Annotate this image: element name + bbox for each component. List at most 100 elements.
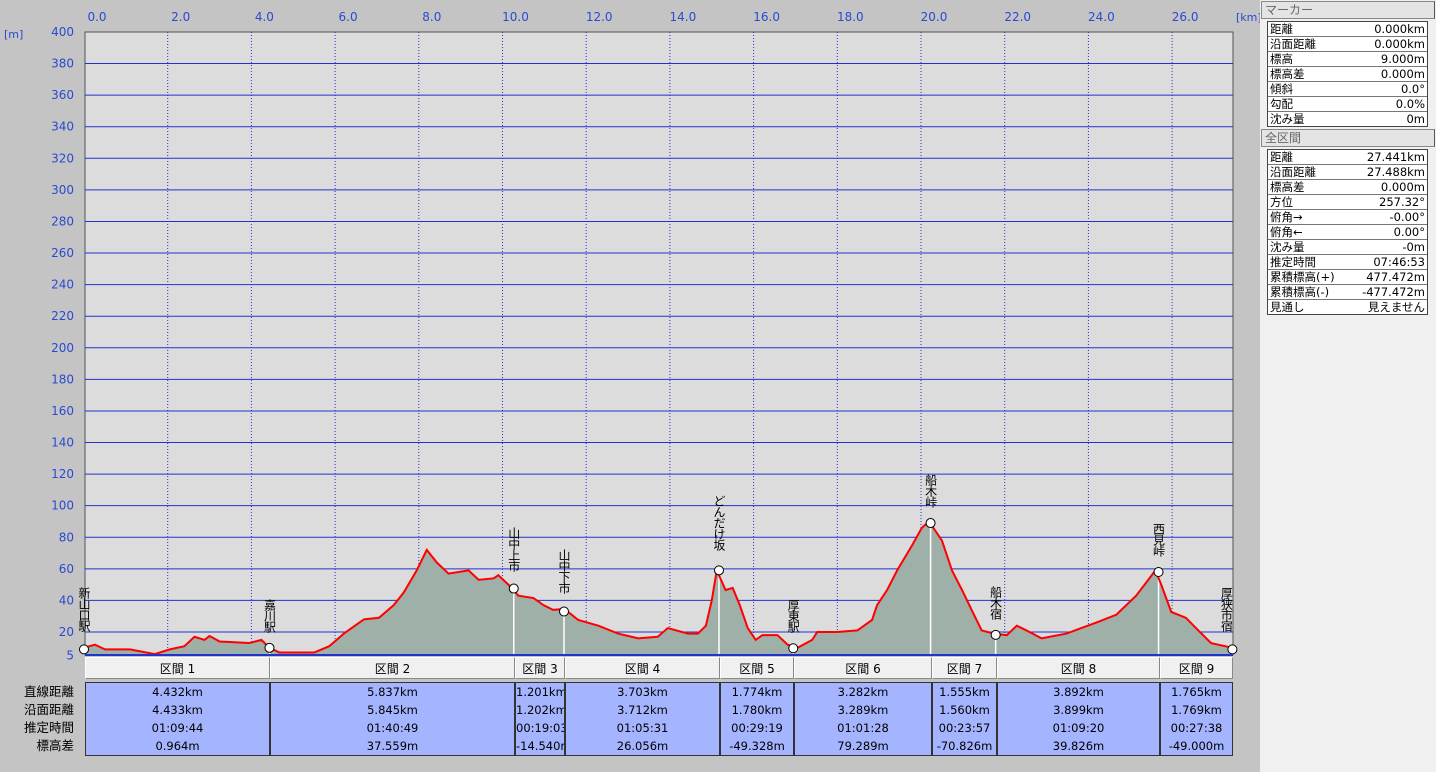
info-label: 沈み量 (1270, 112, 1305, 126)
section-value: 4.432km (152, 685, 203, 699)
info-row: 沈み量 -0m (1268, 240, 1427, 255)
section-header[interactable]: 区間 7 (932, 657, 997, 679)
marker-point[interactable] (925, 518, 936, 529)
section-column: 1.765km 1.769km 00:27:38 -49.000m (1160, 682, 1233, 756)
marker-label: 厚狭市宿 (1219, 587, 1234, 632)
section-column: 1.201km 1.202km 00:19:03 -14.540m (515, 682, 565, 756)
section-value: 3.282km (837, 685, 889, 699)
x-tick-label: 16.0 (753, 10, 780, 24)
section-value: 0.964m (155, 739, 200, 753)
section-value: -49.000m (1168, 739, 1225, 753)
marker-point[interactable] (264, 642, 275, 653)
info-value: 9.000m (1380, 52, 1425, 66)
y-tick-label: 260 (51, 246, 74, 260)
info-value: 27.441km (1366, 150, 1425, 164)
info-row: 距離 0.000km (1268, 22, 1427, 37)
info-label: 累積標高(+) (1270, 270, 1335, 284)
section-value: 1.201km (516, 685, 565, 699)
info-label: 距離 (1270, 150, 1293, 164)
info-row: 推定時間 07:46:53 (1268, 255, 1427, 270)
y-tick-label: 280 (51, 214, 74, 228)
marker-point[interactable] (788, 643, 799, 654)
info-label: 傾斜 (1270, 82, 1293, 96)
total-info-table: 距離 27.441km 沿面距離 27.488km 標高差 0.000m 方位 257.32°… (1267, 149, 1428, 315)
section-value: 01:40:49 (366, 721, 419, 735)
info-label: 沿面距離 (1270, 37, 1316, 51)
info-label: 標高差 (1270, 180, 1305, 194)
section-value: 1.560km (939, 703, 990, 717)
info-value: 0.000km (1374, 22, 1425, 36)
section-header[interactable]: 区間 5 (720, 657, 794, 679)
y-tick-label: 140 (51, 436, 74, 450)
marker-point[interactable] (559, 606, 570, 617)
section-header[interactable]: 区間 8 (997, 657, 1160, 679)
section-header[interactable]: 区間 2 (270, 657, 515, 679)
section-value: 01:09:20 (1052, 721, 1105, 735)
section-value: 4.433km (152, 703, 203, 717)
section-column: 3.282km 3.289km 01:01:28 79.289m (794, 682, 932, 756)
x-tick-label: 24.0 (1088, 10, 1115, 24)
y-tick-label: 220 (51, 309, 74, 323)
row-label: 沿面距離 (23, 702, 74, 717)
section-value: 00:23:57 (938, 721, 991, 735)
marker-point[interactable] (508, 583, 519, 594)
section-value: 01:05:31 (616, 721, 669, 735)
section-column: 1.555km 1.560km 00:23:57 -70.826m (932, 682, 997, 756)
marker-point[interactable] (1153, 566, 1164, 577)
marker-point[interactable] (990, 629, 1001, 640)
info-label: 勾配 (1270, 97, 1293, 111)
y-tick-label: 40 (59, 593, 74, 607)
info-value: 0.000m (1380, 180, 1425, 194)
marker-point[interactable] (1227, 644, 1238, 655)
x-tick-label: 12.0 (586, 10, 613, 24)
info-row: 傾斜 0.0° (1268, 82, 1427, 97)
info-panel: マーカー 距離 0.000km 沿面距離 0.000km 標高 9.000m 標高差 0.00… (1260, 0, 1436, 772)
x-tick-label: 10.0 (502, 10, 529, 24)
y-tick-label: 200 (51, 341, 74, 355)
section-value: 3.712km (617, 703, 668, 717)
info-label: 俯角← (1270, 225, 1303, 239)
marker-point[interactable] (713, 565, 724, 576)
section-header[interactable]: 区間 4 (565, 657, 720, 679)
x-tick-label: 6.0 (339, 10, 358, 24)
info-value: 0.00° (1393, 225, 1425, 239)
info-label: 沿面距離 (1270, 165, 1316, 179)
section-header[interactable]: 区間 6 (794, 657, 932, 679)
info-row: 勾配 0.0% (1268, 97, 1427, 112)
section-value: 1.769km (1171, 703, 1222, 717)
info-value: -477.472m (1362, 285, 1425, 299)
x-tick-label: 2.0 (171, 10, 190, 24)
section-value: 01:09:44 (151, 721, 204, 735)
x-tick-label: 22.0 (1004, 10, 1031, 24)
info-label: 方位 (1270, 195, 1293, 209)
info-value: 0.0% (1395, 97, 1425, 111)
profile-fill (84, 521, 1233, 655)
section-value: -49.328m (729, 739, 785, 753)
section-header[interactable]: 区間 3 (515, 657, 565, 679)
y-tick-label: 340 (51, 120, 74, 134)
y-tick-label: 360 (51, 88, 74, 102)
y-tick-label: 80 (59, 530, 74, 544)
section-value: 1.774km (731, 685, 783, 699)
x-unit-label: [km] (1236, 11, 1260, 24)
row-label: 推定時間 (23, 720, 74, 735)
marker-label: 西見峠 (1151, 522, 1166, 556)
section-header[interactable]: 区間 9 (1160, 657, 1233, 679)
section-header[interactable]: 区間 1 (85, 657, 270, 679)
y-tick-label: 400 (51, 25, 74, 39)
x-tick-label: 26.0 (1172, 10, 1199, 24)
y-tick-label: 60 (59, 562, 74, 576)
marker-label: 船木宿 (988, 585, 1003, 619)
elevation-profile-chart[interactable]: 400 380 360 340 320 300 280 260 240 220 200 180 160 1… (0, 0, 1260, 660)
section-value: 00:27:38 (1170, 721, 1223, 735)
info-row: 沈み量 0m (1268, 112, 1427, 126)
marker-point[interactable] (79, 644, 89, 655)
total-panel-title: 全区間 (1261, 129, 1435, 147)
info-label: 俯角→ (1270, 210, 1303, 224)
info-row: 沿面距離 27.488km (1268, 165, 1427, 180)
profile-line (83, 519, 1233, 656)
section-value: 01:01:28 (837, 721, 889, 735)
info-label: 距離 (1270, 22, 1293, 36)
marker-label: 厚東駅 (786, 599, 801, 633)
section-value: 1.765km (1171, 685, 1222, 699)
